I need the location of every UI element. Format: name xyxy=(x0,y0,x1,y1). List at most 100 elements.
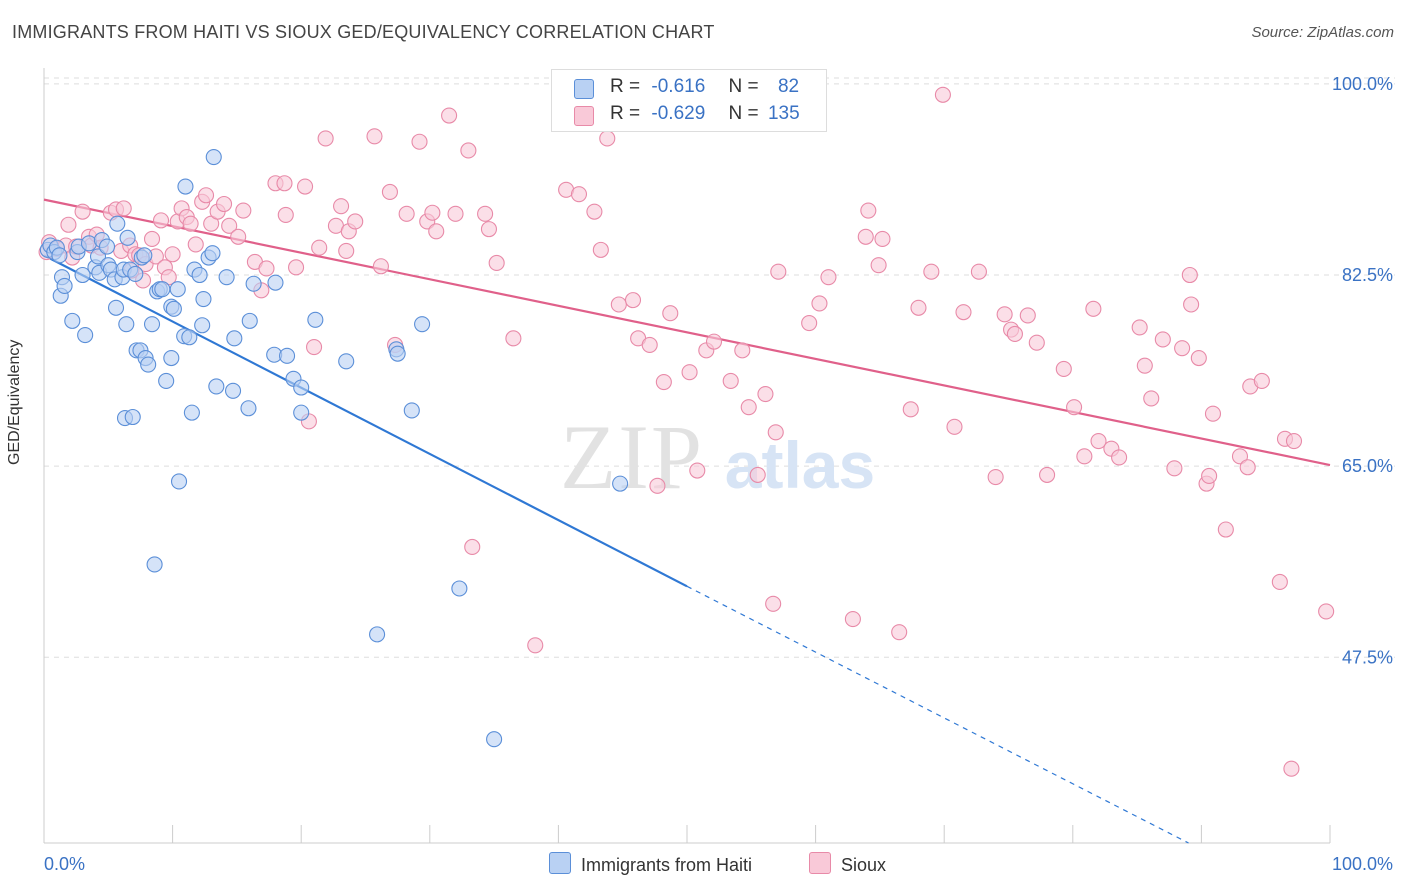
data-point-sioux xyxy=(757,386,774,403)
data-point-sioux xyxy=(734,342,751,359)
data-point-sioux xyxy=(424,204,441,221)
data-point-sioux xyxy=(1076,448,1093,465)
data-point-haiti xyxy=(119,229,136,246)
data-point-sioux xyxy=(1204,405,1222,422)
x-tick-label-min: 0.0% xyxy=(44,854,85,874)
data-point-haiti xyxy=(224,382,242,399)
data-point-haiti xyxy=(124,408,141,426)
data-point-sioux xyxy=(1183,296,1200,313)
data-point-haiti xyxy=(165,300,182,317)
data-point-haiti xyxy=(414,316,431,333)
data-point-sioux xyxy=(1217,521,1234,538)
data-point-sioux xyxy=(297,178,314,195)
data-point-sioux xyxy=(480,221,498,238)
data-point-sioux xyxy=(1174,340,1191,357)
data-point-haiti xyxy=(107,299,125,316)
data-point-sioux xyxy=(1111,449,1128,466)
legend-r-label: R = xyxy=(610,76,641,97)
y-tick-label: 47.5% xyxy=(1342,647,1393,667)
data-point-sioux xyxy=(235,202,252,219)
data-point-sioux xyxy=(844,611,861,628)
data-point-sioux xyxy=(722,372,739,390)
data-point-haiti xyxy=(181,329,198,346)
data-point-sioux xyxy=(187,236,204,253)
stats-legend: R = -0.616 N = 82 R = -0.629 N = 135 xyxy=(551,69,827,132)
data-point-haiti xyxy=(218,269,235,286)
bottom-legend-swatch-blue xyxy=(549,852,571,874)
data-point-haiti xyxy=(241,312,258,329)
data-point-sioux xyxy=(1090,432,1107,450)
data-point-sioux xyxy=(1283,760,1300,777)
data-point-sioux xyxy=(398,205,415,222)
data-point-sioux xyxy=(874,230,891,248)
data-point-haiti xyxy=(205,148,222,166)
legend-swatch-pink xyxy=(574,106,594,126)
data-point-sioux xyxy=(1131,319,1148,336)
data-point-sioux xyxy=(152,212,170,229)
data-point-sioux xyxy=(276,175,293,192)
legend-n-value: 82 xyxy=(777,76,800,97)
data-point-sioux xyxy=(1006,325,1023,343)
data-point-sioux xyxy=(586,203,603,220)
bottom-legend-haiti: Immigrants from Haiti xyxy=(549,852,752,876)
data-point-haiti xyxy=(169,281,186,298)
data-point-haiti xyxy=(226,330,243,347)
data-point-haiti xyxy=(136,247,153,264)
data-point-sioux xyxy=(311,239,328,256)
data-point-sioux xyxy=(767,424,784,441)
data-point-sioux xyxy=(460,142,477,159)
data-point-haiti xyxy=(338,353,355,370)
data-point-haiti xyxy=(194,317,211,334)
data-point-haiti xyxy=(154,281,171,298)
data-point-haiti xyxy=(56,277,73,294)
data-point-sioux xyxy=(74,203,91,220)
data-point-sioux xyxy=(592,241,609,258)
data-point-sioux xyxy=(934,86,951,103)
data-point-sioux xyxy=(740,399,757,416)
data-point-sioux xyxy=(527,637,544,654)
trend-line-sioux xyxy=(43,198,1331,467)
data-point-haiti xyxy=(183,404,200,421)
data-points xyxy=(38,86,1335,777)
trend-line-haiti xyxy=(43,254,688,588)
data-point-sioux xyxy=(1190,349,1207,367)
data-point-sioux xyxy=(288,259,305,276)
data-point-sioux xyxy=(372,258,389,275)
data-point-sioux xyxy=(1318,603,1335,620)
data-point-sioux xyxy=(1039,466,1056,483)
data-point-haiti xyxy=(293,379,310,396)
data-point-sioux xyxy=(317,130,334,147)
legend-r-label: R = xyxy=(610,103,641,124)
data-point-sioux xyxy=(182,215,199,232)
data-point-haiti xyxy=(177,178,194,195)
data-point-sioux xyxy=(1285,432,1303,450)
data-point-haiti xyxy=(240,400,257,417)
data-point-haiti xyxy=(195,290,212,308)
data-point-haiti xyxy=(403,402,420,419)
data-point-haiti xyxy=(204,245,221,262)
data-point-sioux xyxy=(891,624,908,641)
data-point-sioux xyxy=(1085,300,1102,317)
data-point-sioux xyxy=(1181,266,1198,284)
data-point-sioux xyxy=(1066,399,1083,416)
y-tick-label: 82.5% xyxy=(1342,265,1393,285)
chart-title: IMMIGRANTS FROM HAITI VS SIOUX GED/EQUIV… xyxy=(12,22,715,42)
legend-r-value: -0.616 xyxy=(651,76,706,97)
data-point-sioux xyxy=(811,295,828,312)
data-point-sioux xyxy=(662,305,679,322)
data-point-sioux xyxy=(1136,357,1153,374)
data-point-haiti xyxy=(146,556,163,573)
data-point-sioux xyxy=(1055,360,1072,377)
data-point-haiti xyxy=(612,475,629,492)
y-axis-title: GED/Equivalency xyxy=(6,339,23,465)
data-point-haiti xyxy=(98,238,116,255)
data-point-haiti xyxy=(140,356,157,373)
data-point-haiti xyxy=(208,378,225,395)
data-point-sioux xyxy=(902,401,919,418)
data-point-haiti xyxy=(109,215,126,232)
legend-r-value: -0.629 xyxy=(651,103,706,124)
data-point-sioux xyxy=(347,213,364,230)
data-point-haiti xyxy=(51,247,68,264)
data-point-sioux xyxy=(610,296,627,313)
data-point-sioux xyxy=(277,206,294,223)
